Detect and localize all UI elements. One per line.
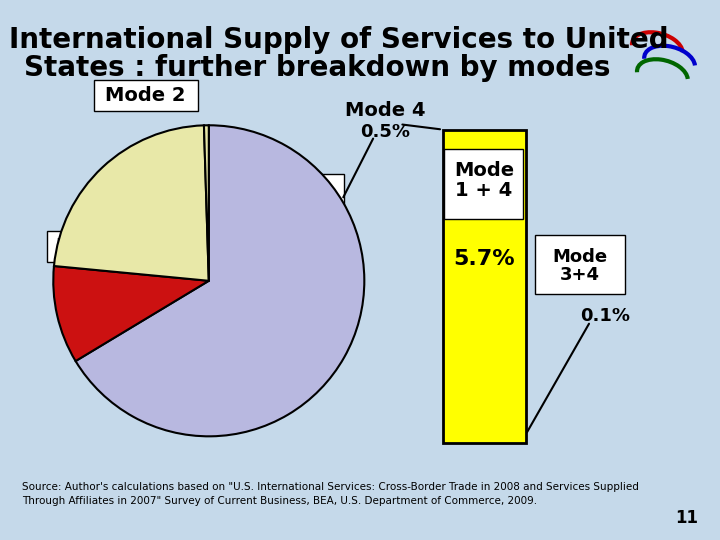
Text: Source: Author's calculations based on "U.S. International Services: Cross-Borde: Source: Author's calculations based on "… — [22, 483, 639, 505]
Wedge shape — [53, 266, 209, 361]
FancyBboxPatch shape — [47, 231, 144, 262]
Wedge shape — [204, 125, 209, 281]
Text: Mode 4: Mode 4 — [345, 101, 426, 120]
Text: 66.7%: 66.7% — [80, 322, 158, 342]
FancyBboxPatch shape — [94, 80, 198, 111]
Text: States : further breakdown by modes: States : further breakdown by modes — [24, 53, 610, 82]
Text: Mode 1: Mode 1 — [254, 188, 328, 206]
Text: 0.1%: 0.1% — [580, 307, 630, 325]
Text: 3+4: 3+4 — [559, 266, 600, 285]
Text: 11: 11 — [675, 509, 698, 528]
Text: Mode: Mode — [454, 160, 514, 180]
Text: Mode 2: Mode 2 — [105, 85, 186, 105]
Text: 0.5%: 0.5% — [360, 123, 410, 141]
FancyBboxPatch shape — [444, 148, 523, 219]
Text: International Supply of Services to United: International Supply of Services to Unit… — [9, 26, 668, 55]
Wedge shape — [76, 125, 364, 436]
Text: 1 + 4: 1 + 4 — [269, 203, 313, 218]
Text: 10.2%: 10.2% — [153, 156, 215, 174]
Bar — [443, 130, 526, 443]
Text: Mode: Mode — [552, 247, 607, 266]
Text: Mode 3: Mode 3 — [55, 237, 136, 256]
Text: 5.7%: 5.7% — [453, 249, 515, 269]
Text: 23.1%: 23.1% — [260, 216, 322, 234]
Text: 1 + 4: 1 + 4 — [455, 180, 513, 200]
Wedge shape — [54, 125, 209, 281]
FancyBboxPatch shape — [238, 174, 344, 243]
FancyBboxPatch shape — [535, 235, 625, 294]
